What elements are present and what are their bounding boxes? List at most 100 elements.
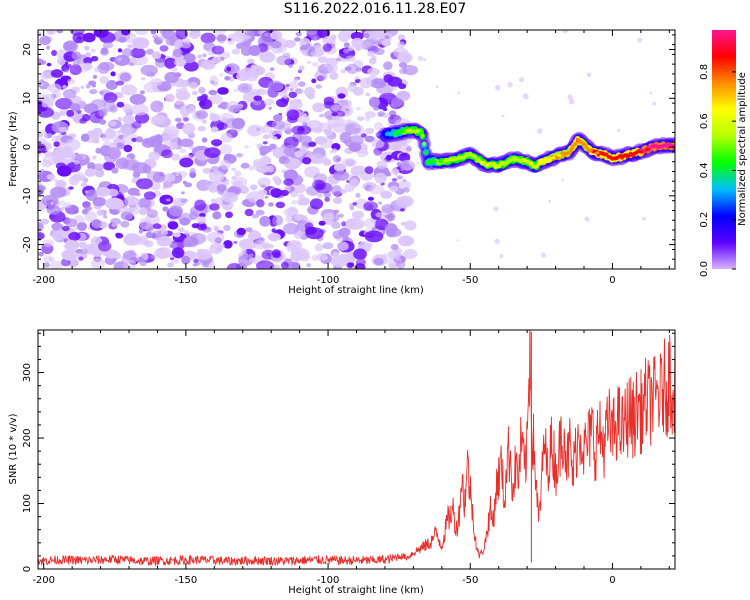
noise-speckle [290, 250, 304, 262]
noise-speckle [291, 125, 305, 135]
noise-speckle [58, 200, 66, 206]
noise-speckle [234, 170, 242, 177]
noise-speckle [314, 136, 328, 145]
noise-speckle [106, 188, 119, 197]
noise-speckle [120, 220, 130, 228]
noise-speckle [269, 67, 275, 72]
noise-speckle [403, 248, 418, 260]
noise-speckle [80, 182, 87, 188]
noise-speckle [238, 254, 254, 266]
ridge-core [601, 152, 606, 156]
colorbar-tick-label: 0.0 [699, 261, 710, 277]
noise-speckle [586, 72, 592, 78]
noise-speckle [102, 161, 115, 171]
noise-speckle [258, 189, 268, 196]
ridge-core [588, 149, 593, 152]
noise-speckle [336, 157, 341, 162]
ridge-core [488, 163, 493, 167]
noise-speckle [191, 90, 198, 96]
noise-speckle [209, 203, 220, 211]
noise-speckle [90, 48, 96, 53]
noise-speckle [561, 178, 564, 182]
noise-speckle [62, 84, 67, 89]
ridge-core [576, 138, 581, 142]
noise-speckle [373, 121, 384, 131]
noise-speckle [346, 63, 359, 75]
noise-speckle [108, 120, 117, 127]
noise-speckle [104, 249, 119, 259]
ridge-core [538, 160, 543, 164]
noise-speckle [135, 30, 148, 36]
noise-speckle [281, 96, 290, 104]
noise-speckle [312, 102, 325, 113]
noise-speckle [180, 79, 190, 88]
noise-speckle [292, 183, 306, 194]
noise-speckle [270, 30, 283, 40]
snr-x-axis-label: Height of straight line (km) [288, 585, 424, 596]
noise-speckle [91, 136, 100, 142]
noise-speckle [99, 91, 104, 95]
colorbar-tick-label: 0.6 [699, 113, 710, 129]
noise-speckle [98, 240, 112, 252]
noise-speckle [41, 194, 59, 207]
noise-speckle [314, 243, 324, 252]
noise-speckle [183, 61, 199, 72]
noise-speckle [308, 141, 317, 147]
noise-speckle [298, 193, 305, 200]
noise-speckle [85, 211, 97, 222]
noise-speckle [309, 198, 324, 210]
noise-speckle [317, 193, 323, 198]
ridge-core [544, 158, 550, 162]
noise-speckle [247, 124, 266, 136]
heatmap-y-axis-label: Frequency (Hz) [8, 111, 19, 187]
noise-speckle [189, 211, 199, 220]
noise-speckle [306, 263, 312, 268]
noise-speckle [397, 41, 406, 49]
noise-speckle [92, 127, 103, 137]
noise-speckle [333, 209, 339, 214]
noise-speckle [172, 207, 178, 212]
noise-speckle [175, 90, 191, 101]
snr-y-axis-label: SNR (10 * v/v) [8, 413, 19, 484]
noise-speckle [84, 206, 93, 212]
noise-speckle [377, 111, 385, 117]
noise-speckle [179, 217, 191, 226]
ridge-core [663, 144, 669, 148]
heatmap-x-axis-label: Height of straight line (km) [288, 285, 424, 296]
noise-speckle [38, 143, 47, 154]
noise-speckle [365, 92, 370, 97]
noise-speckle [38, 222, 44, 232]
noise-speckle [359, 77, 372, 89]
noise-speckle [196, 262, 200, 266]
noise-speckle [206, 231, 225, 244]
noise-speckle [311, 62, 319, 67]
ridge-core [526, 160, 531, 164]
y-tick-label: 10 [22, 92, 33, 105]
noise-speckle [253, 239, 265, 250]
noise-speckle [91, 84, 97, 88]
ridge-core [407, 128, 412, 132]
noise-speckle [44, 151, 54, 158]
noise-speckle [142, 165, 152, 174]
noise-speckle [368, 184, 385, 195]
noise-speckle [494, 238, 500, 244]
noise-speckle [303, 113, 307, 117]
noise-speckle [209, 113, 221, 122]
noise-speckle [111, 222, 118, 228]
noise-speckle [39, 71, 52, 80]
noise-speckle [306, 60, 312, 64]
heatmap-noise-speckles [38, 30, 657, 269]
noise-speckle [82, 32, 96, 43]
noise-speckle [56, 30, 64, 34]
noise-speckle [324, 197, 331, 202]
noise-speckle [164, 173, 176, 183]
noise-speckle [161, 149, 173, 159]
noise-speckle [259, 145, 272, 154]
noise-speckle [322, 43, 332, 52]
noise-speckle [284, 144, 297, 157]
noise-speckle [270, 40, 282, 49]
noise-speckle [115, 232, 121, 237]
noise-speckle [398, 160, 410, 169]
noise-speckle [120, 211, 133, 221]
